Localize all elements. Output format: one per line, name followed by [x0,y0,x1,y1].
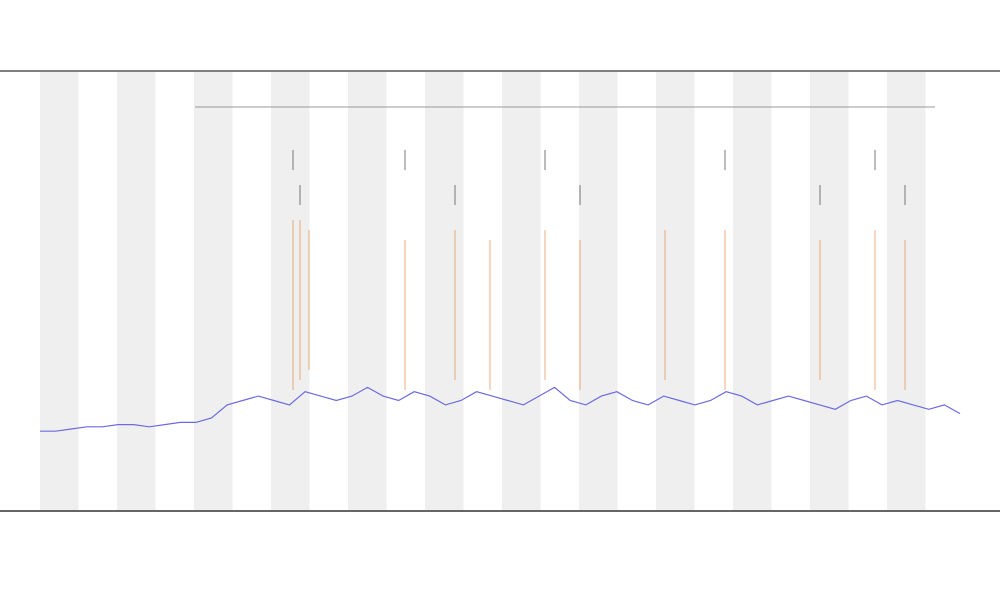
band [887,72,926,510]
band [117,72,156,510]
band [733,72,772,510]
band [40,72,79,510]
band [348,72,387,510]
band [656,72,695,510]
band [425,72,464,510]
band [271,72,310,510]
background-bands [40,72,926,510]
band [194,72,233,510]
event-ticks [292,150,906,205]
data-line [40,386,961,432]
band [810,72,849,510]
band [502,72,541,510]
event-lines [292,220,906,390]
band [579,72,618,510]
